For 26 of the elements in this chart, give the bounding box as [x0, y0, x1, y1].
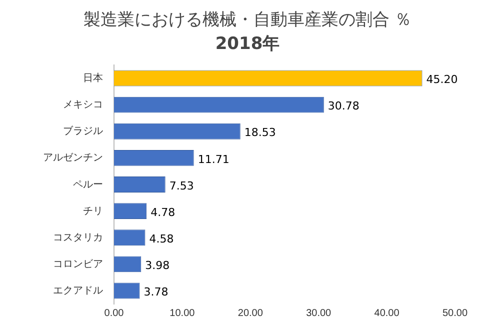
data-label: 30.78: [328, 100, 360, 113]
y-tick-label: コロンビア: [53, 258, 103, 270]
x-tick-label: 10.00: [170, 308, 196, 319]
data-label: 3.98: [145, 259, 170, 272]
chart-subtitle: 2018年: [214, 33, 281, 56]
data-label: 4.58: [149, 232, 174, 246]
data-label: 11.71: [198, 152, 230, 166]
x-tick-label: 50.00: [442, 308, 468, 319]
x-tick-label: 20.00: [238, 308, 264, 319]
data-label: 3.78: [144, 286, 168, 299]
y-tick-label: チリ: [83, 206, 103, 217]
y-tick-label: 日本: [83, 72, 103, 84]
y-tick-label: エクアドル: [53, 285, 103, 296]
x-tick-label: 30.00: [306, 308, 332, 319]
data-label: 7.53: [169, 179, 194, 192]
y-tick-label: メキシコ: [63, 100, 103, 111]
y-tick-label: コスタリカ: [53, 232, 103, 244]
chart-title: 製造業における機械・自動車産業の割合 ％: [82, 9, 413, 32]
data-label: 4.78: [150, 206, 176, 219]
y-tick-label: ブラジル: [63, 125, 103, 138]
y-tick-label: アルゼンチン: [43, 152, 103, 164]
y-tick-label: ペルー: [73, 179, 103, 190]
x-tick-label: 0.00: [104, 308, 124, 319]
data-label: 45.20: [426, 73, 458, 86]
x-tick-label: 40.00: [374, 308, 400, 319]
data-label: 18.53: [244, 126, 276, 140]
